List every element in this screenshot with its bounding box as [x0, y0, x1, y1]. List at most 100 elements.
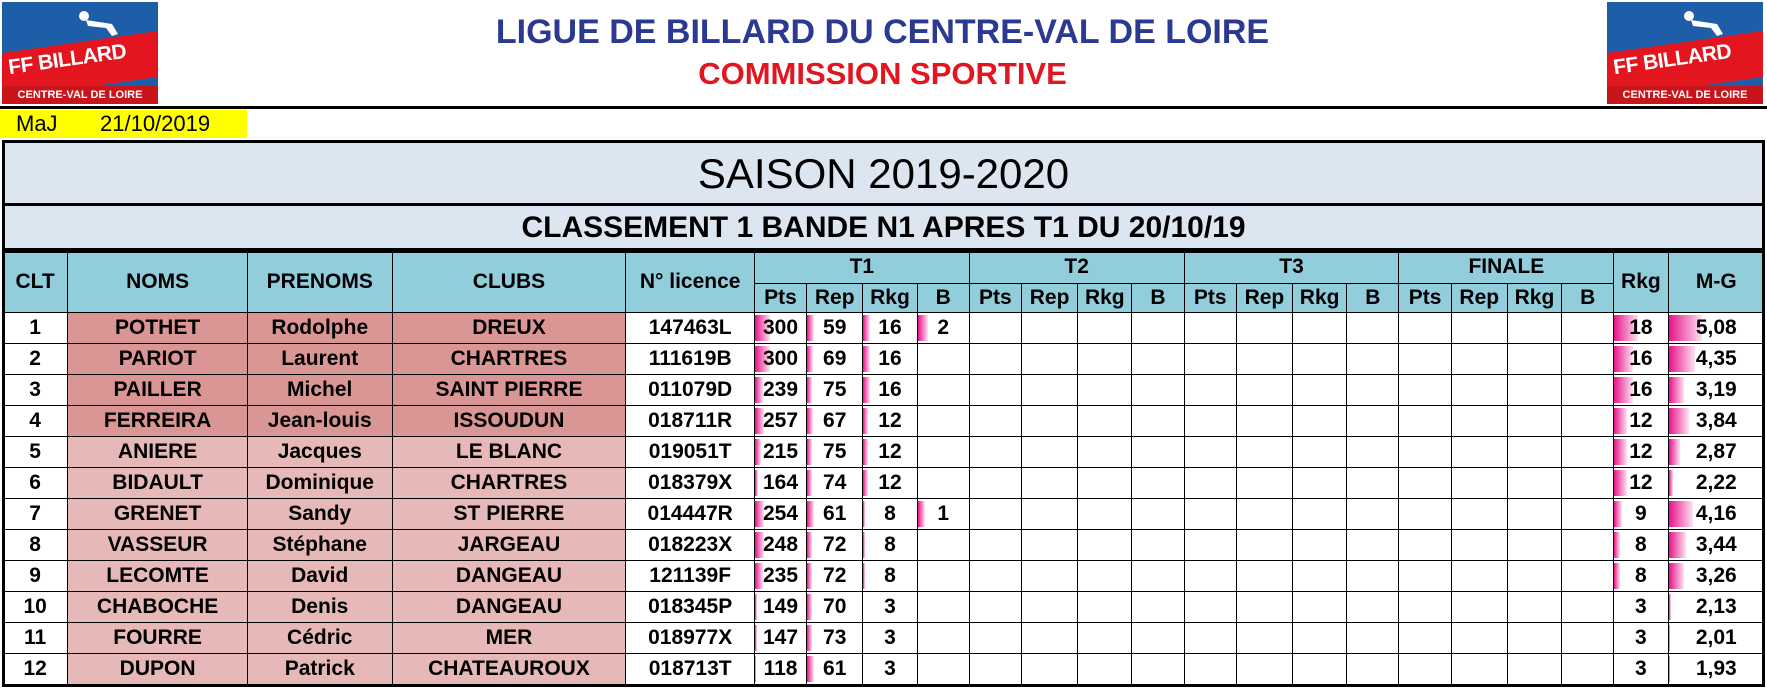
cell-mg-value: 3,26	[1695, 564, 1737, 587]
cell-t1-rep: 59	[806, 312, 864, 344]
data-bar	[1614, 439, 1627, 465]
table-row: 7 GRENET Sandy ST PIERRE 014447R 254 61 8 1 9 4,16	[1, 498, 1765, 530]
cell-clt: 5	[1, 436, 69, 468]
cell-licence-value: 111619B	[648, 347, 732, 370]
cell-t1-rkg: 16	[862, 343, 918, 375]
cell-t1-rkg-value: 8	[884, 564, 896, 587]
cell-empty	[1131, 498, 1185, 530]
cell-clt-value: 7	[29, 502, 41, 525]
col-licence: N° licence	[625, 250, 755, 313]
cell-empty	[1077, 405, 1133, 437]
cell-empty	[1183, 467, 1237, 499]
cell-empty	[1020, 529, 1079, 561]
cell-t1-rkg: 3	[862, 622, 918, 654]
cell-empty	[1292, 591, 1348, 623]
data-bar	[1614, 315, 1639, 341]
cell-licence: 111619B	[625, 343, 755, 375]
cell-empty	[1235, 591, 1294, 623]
table-row: 5 ANIERE Jacques LE BLANC 019051T 215 75 12 12 2,…	[1, 436, 1765, 468]
cell-t1-rkg-value: 3	[884, 595, 896, 618]
cell-rkg-total: 8	[1613, 529, 1669, 561]
subcol-rkg: Rkg	[1077, 283, 1133, 313]
cell-t1-b	[916, 653, 970, 685]
cell-club: DANGEAU	[391, 591, 627, 623]
cell-mg: 3,26	[1667, 560, 1765, 592]
cell-prenom: Jacques	[246, 436, 393, 468]
cell-t1-rkg-value: 12	[878, 409, 902, 432]
cell-t1-rep-value: 69	[823, 347, 847, 370]
cell-empty	[1561, 374, 1615, 406]
cell-clt-value: 1	[29, 316, 41, 339]
col-noms: NOMS	[67, 250, 248, 313]
cell-empty	[1561, 467, 1615, 499]
subcol-pts: Pts	[753, 283, 808, 313]
data-bar	[807, 501, 814, 527]
cell-empty	[1450, 436, 1508, 468]
cell-mg: 2,87	[1667, 436, 1765, 468]
cell-club: SAINT PIERRE	[391, 374, 627, 406]
cell-club: CHARTRES	[391, 343, 627, 375]
data-bar	[863, 501, 865, 527]
cell-club-value: ST PIERRE	[453, 502, 565, 525]
cell-clt-value: 4	[29, 409, 41, 432]
cell-club: ST PIERRE	[391, 498, 627, 530]
cell-empty	[1346, 498, 1400, 530]
cell-rkg-total: 8	[1613, 560, 1669, 592]
cell-empty	[1561, 343, 1615, 375]
cell-empty	[1183, 560, 1237, 592]
cell-t1-pts-value: 118	[763, 657, 798, 680]
cell-mg-value: 1,93	[1695, 657, 1737, 680]
cell-t1-rep-value: 67	[823, 409, 847, 432]
cell-rkg-total: 9	[1613, 498, 1669, 530]
data-bar	[1668, 594, 1672, 620]
cell-licence-value: 019051T	[648, 440, 732, 463]
subcol-b: B	[1346, 283, 1400, 313]
cell-prenom: Rodolphe	[246, 312, 393, 344]
data-bar	[863, 377, 870, 403]
cell-club-value: MER	[485, 626, 533, 649]
cell-empty	[1346, 312, 1400, 344]
cell-t1-rep: 75	[806, 374, 864, 406]
cell-rkg-total: 12	[1613, 436, 1669, 468]
subcol-rkg: Rkg	[862, 283, 918, 313]
data-bar	[1614, 377, 1634, 403]
cell-t1-rkg-value: 3	[884, 626, 896, 649]
cell-prenom: Stéphane	[246, 529, 393, 561]
cell-empty	[1020, 374, 1079, 406]
cell-empty	[1346, 653, 1400, 685]
cell-licence: 014447R	[625, 498, 755, 530]
cell-empty	[1077, 467, 1133, 499]
cell-nom: LECOMTE	[67, 560, 248, 592]
cell-t1-rkg-value: 8	[884, 533, 896, 556]
table-row: 12 DUPON Patrick CHATEAUROUX 018713T 118 61 3 3 1…	[1, 653, 1765, 685]
cell-empty	[1561, 405, 1615, 437]
cell-empty	[1292, 560, 1348, 592]
data-bar	[1668, 656, 1670, 682]
cell-empty	[1131, 467, 1185, 499]
cell-rkg-total: 18	[1613, 312, 1669, 344]
data-bar	[1668, 377, 1684, 403]
cell-licence-value: 018711R	[648, 409, 733, 432]
cell-clt-value: 12	[23, 657, 47, 680]
cell-empty	[1506, 653, 1563, 685]
table-row: 11 FOURRE Cédric MER 018977X 147 73 3 3 2,01	[1, 622, 1765, 654]
cell-empty	[1346, 467, 1400, 499]
subcol-b: B	[1131, 283, 1185, 313]
cell-empty	[1450, 653, 1508, 685]
data-bar	[807, 625, 812, 651]
data-bar	[755, 377, 763, 403]
cell-empty	[1077, 343, 1133, 375]
cell-clt: 8	[1, 529, 69, 561]
cell-empty	[1506, 560, 1563, 592]
data-bar	[807, 439, 812, 465]
table-row: 1 POTHET Rodolphe DREUX 147463L 300 59 16 2 18 5,0…	[1, 312, 1765, 344]
cell-club-value: CHARTRES	[450, 471, 568, 494]
cell-rkg-total: 3	[1613, 622, 1669, 654]
cell-t1-pts-value: 254	[763, 502, 799, 525]
cell-empty	[1346, 374, 1400, 406]
cell-rkg-total-value: 16	[1629, 378, 1653, 401]
data-bar	[918, 315, 928, 341]
cell-empty	[1183, 529, 1237, 561]
cell-empty	[1131, 622, 1185, 654]
cell-club: ISSOUDUN	[391, 405, 627, 437]
